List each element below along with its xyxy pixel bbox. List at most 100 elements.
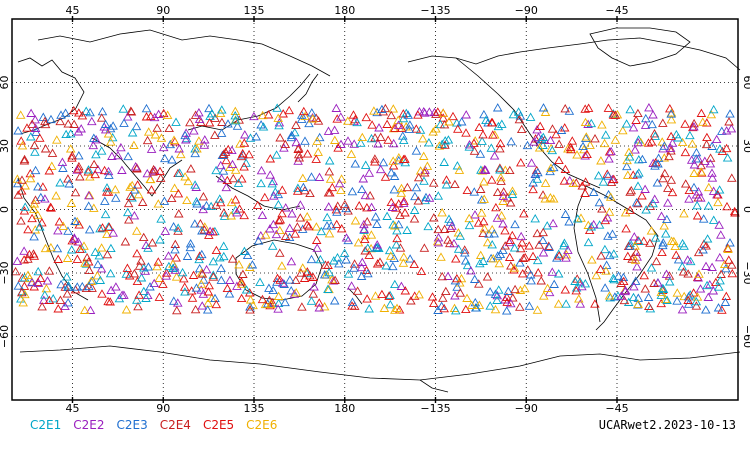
observation-marker (413, 110, 423, 119)
observation-marker (62, 289, 73, 298)
observation-marker (393, 219, 404, 229)
observation-marker (204, 118, 215, 127)
observation-marker (698, 117, 708, 126)
observation-marker (522, 140, 533, 150)
observation-marker (286, 285, 296, 295)
observation-marker (81, 283, 92, 293)
observation-marker (695, 284, 706, 293)
observation-marker (443, 235, 453, 244)
observation-marker (97, 289, 107, 298)
observation-marker (583, 237, 594, 247)
observation-marker (411, 182, 422, 192)
observation-marker (143, 243, 153, 252)
observation-marker (666, 175, 677, 184)
observation-marker (529, 137, 539, 146)
observation-marker (566, 144, 576, 154)
observation-marker (716, 269, 726, 278)
observation-marker (433, 232, 444, 242)
observation-marker (580, 177, 591, 186)
observation-marker (492, 251, 503, 260)
observation-marker (218, 241, 229, 250)
observation-marker (383, 135, 393, 144)
x-tick-label-bottom: −135 (420, 402, 450, 415)
observation-marker (717, 126, 727, 135)
observation-marker (52, 135, 62, 144)
observation-marker (509, 263, 520, 272)
legend-entry: C2E6 (246, 418, 278, 432)
observation-marker (667, 187, 678, 197)
observation-marker (158, 142, 169, 152)
observation-marker (382, 211, 392, 220)
observation-marker (586, 222, 597, 231)
observation-marker (455, 278, 465, 287)
observation-marker (493, 285, 504, 294)
observation-marker (264, 283, 274, 292)
observation-marker (659, 221, 669, 230)
observation-marker (702, 132, 712, 142)
observation-marker (370, 157, 380, 166)
observation-marker (677, 261, 688, 271)
observation-marker (30, 225, 41, 234)
observation-marker (645, 238, 655, 247)
observation-marker (75, 172, 85, 181)
observation-marker (302, 149, 313, 158)
observation-marker (242, 250, 253, 260)
observation-marker (679, 208, 689, 218)
observation-marker (255, 277, 265, 286)
observation-marker (707, 168, 717, 177)
observation-marker (405, 120, 415, 129)
observation-marker (506, 298, 516, 308)
observation-marker (398, 154, 409, 164)
observation-marker (469, 146, 480, 155)
observation-marker (514, 114, 525, 124)
observation-marker (525, 270, 536, 279)
observation-marker (629, 281, 639, 291)
observation-marker (602, 213, 613, 222)
observation-marker (385, 290, 395, 300)
observation-marker (360, 234, 370, 244)
observation-marker (63, 174, 73, 183)
observation-marker (275, 215, 286, 224)
observation-marker (504, 252, 515, 261)
observation-marker (396, 123, 407, 132)
observation-marker (162, 110, 173, 119)
y-tick-label-right: 30 (741, 139, 750, 153)
observation-marker (284, 223, 295, 232)
observation-marker (498, 196, 508, 205)
observation-marker (166, 193, 177, 203)
observation-marker (650, 157, 661, 167)
observation-marker (323, 202, 334, 211)
observation-marker (326, 221, 336, 230)
observation-marker (639, 270, 649, 280)
observation-marker (29, 251, 40, 260)
observation-marker (456, 117, 467, 126)
observation-marker (624, 152, 635, 161)
observation-marker (239, 210, 249, 220)
observation-marker (187, 293, 198, 302)
observation-marker (411, 124, 422, 133)
observation-marker (482, 237, 493, 247)
observation-marker (125, 182, 135, 191)
observation-marker (154, 273, 164, 282)
observation-marker (687, 139, 698, 148)
observation-marker (160, 226, 171, 235)
observation-marker (167, 155, 177, 164)
observation-marker (660, 168, 670, 178)
observation-marker (216, 128, 227, 137)
observation-marker (484, 229, 494, 238)
observation-marker (495, 163, 505, 172)
observation-marker (134, 261, 145, 270)
observation-marker (234, 259, 244, 269)
observation-marker (640, 120, 651, 129)
observation-marker (280, 297, 290, 307)
observation-marker (194, 136, 204, 145)
observation-marker (349, 259, 360, 268)
observation-marker (474, 279, 484, 288)
observation-marker (176, 149, 186, 159)
observation-marker (47, 148, 58, 157)
observation-marker (130, 161, 141, 171)
observation-marker (215, 194, 225, 203)
observation-marker (333, 143, 343, 152)
observation-marker (721, 143, 732, 153)
observation-marker (362, 216, 372, 226)
